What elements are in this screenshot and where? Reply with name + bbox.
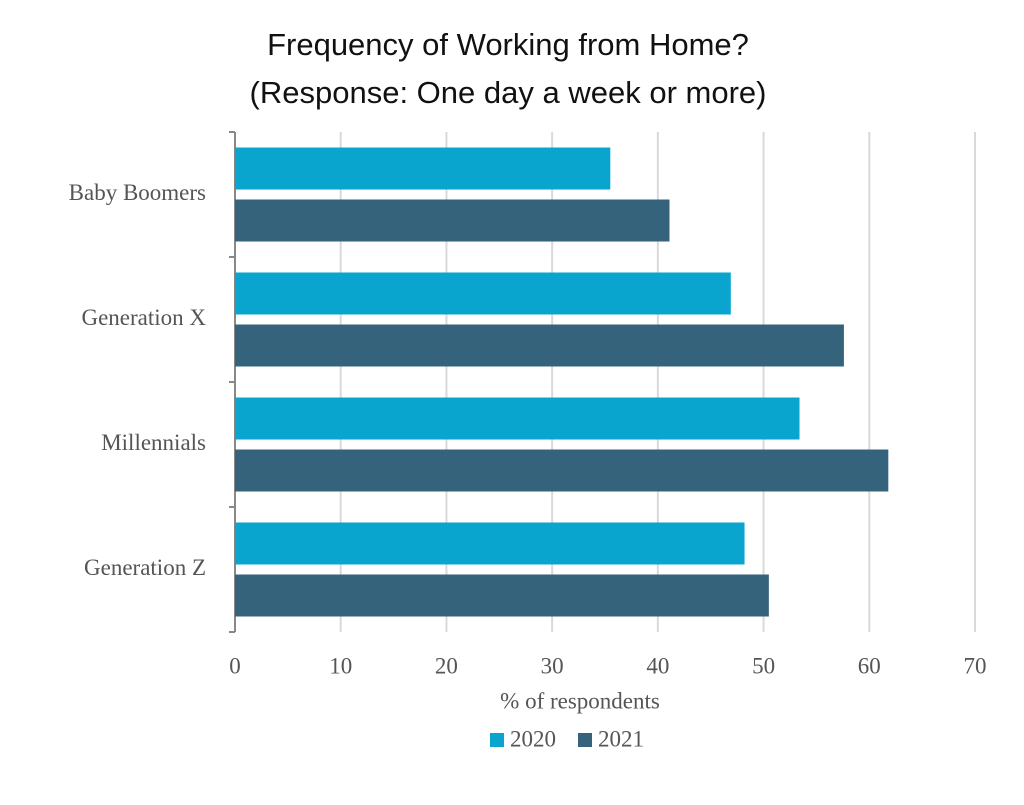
x-tick-label: 10 [329,653,352,678]
legend-label: 2020 [510,726,556,751]
x-tick-label: 50 [752,653,775,678]
bar [235,449,889,492]
legend-swatch [578,733,592,747]
bar [235,272,731,315]
y-tick-label: Generation X [81,305,206,330]
bar [235,199,670,242]
bar [235,574,769,617]
chart-title: Frequency of Working from Home? [267,27,749,62]
bar [235,397,800,440]
y-tick-label: Baby Boomers [69,180,206,205]
bar [235,522,745,565]
x-tick-label: 30 [541,653,564,678]
legend-label: 2021 [598,726,644,751]
x-tick-label: 0 [229,653,241,678]
legend-swatch [490,733,504,747]
x-tick-label: 40 [646,653,669,678]
x-tick-label: 70 [964,653,987,678]
y-tick-label: Millennials [101,430,206,455]
bar [235,147,611,190]
y-tick-label: Generation Z [84,555,206,580]
x-tick-label: 60 [858,653,881,678]
bar [235,324,844,367]
x-tick-label: 20 [435,653,458,678]
chart-subtitle: (Response: One day a week or more) [250,75,767,110]
x-axis-label: % of respondents [500,688,660,713]
